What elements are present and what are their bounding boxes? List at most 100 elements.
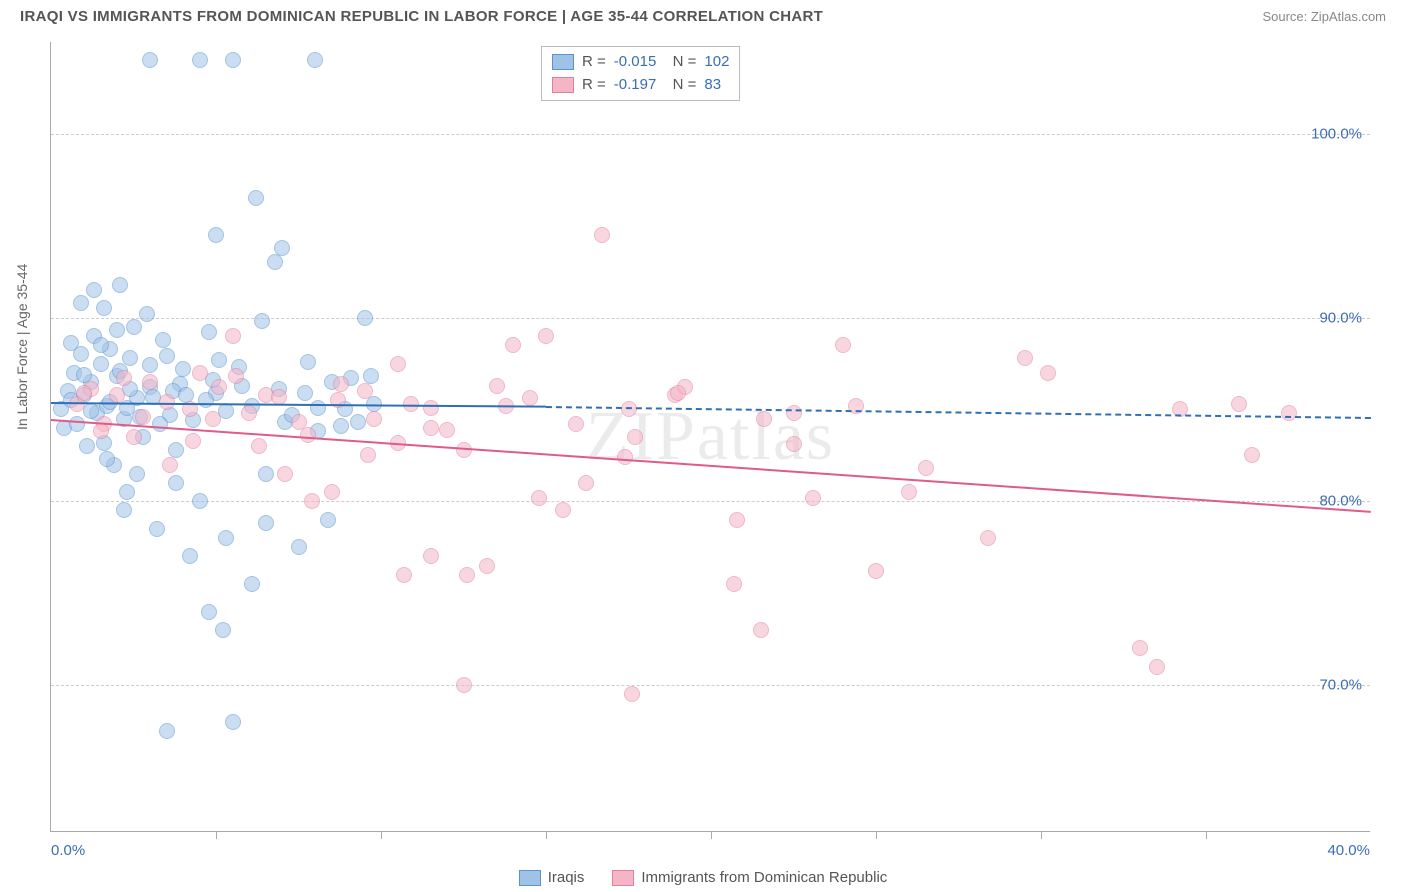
data-point <box>182 548 198 564</box>
gridline <box>51 318 1370 319</box>
data-point <box>624 686 640 702</box>
data-point <box>258 466 274 482</box>
series-legend: Iraqis Immigrants from Dominican Republi… <box>0 869 1406 886</box>
data-point <box>192 493 208 509</box>
data-point <box>93 337 109 353</box>
data-point <box>267 254 283 270</box>
data-point <box>96 300 112 316</box>
data-point <box>786 405 802 421</box>
data-point <box>126 429 142 445</box>
data-point <box>390 356 406 372</box>
data-point <box>439 422 455 438</box>
data-point <box>159 348 175 364</box>
data-point <box>93 423 109 439</box>
data-point <box>324 484 340 500</box>
data-point <box>310 400 326 416</box>
data-point <box>208 227 224 243</box>
data-point <box>135 409 151 425</box>
data-point <box>1281 405 1297 421</box>
data-point <box>307 52 323 68</box>
data-point <box>753 622 769 638</box>
data-point <box>225 52 241 68</box>
data-point <box>192 365 208 381</box>
legend-item-dominican: Immigrants from Dominican Republic <box>612 869 887 886</box>
x-tick <box>1206 831 1207 839</box>
data-point <box>86 282 102 298</box>
data-point <box>531 490 547 506</box>
data-point <box>168 475 184 491</box>
trend-line <box>546 406 1371 419</box>
data-point <box>320 512 336 528</box>
data-point <box>248 190 264 206</box>
data-point <box>1244 447 1260 463</box>
data-point <box>185 433 201 449</box>
data-point <box>333 376 349 392</box>
data-point <box>274 240 290 256</box>
data-point <box>211 352 227 368</box>
gridline <box>51 501 1370 502</box>
data-point <box>271 389 287 405</box>
data-point <box>868 563 884 579</box>
data-point <box>670 385 686 401</box>
data-point <box>291 539 307 555</box>
data-point <box>119 484 135 500</box>
data-point <box>241 405 257 421</box>
data-point <box>505 337 521 353</box>
swatch-iraqis-icon <box>519 870 541 886</box>
data-point <box>805 490 821 506</box>
data-point <box>192 52 208 68</box>
data-point <box>215 622 231 638</box>
x-tick-label: 0.0% <box>51 842 85 859</box>
source-label: Source: ZipAtlas.com <box>1262 9 1386 24</box>
data-point <box>1149 659 1165 675</box>
gridline <box>51 134 1370 135</box>
data-point <box>363 368 379 384</box>
data-point <box>297 385 313 401</box>
data-point <box>901 484 917 500</box>
data-point <box>423 400 439 416</box>
x-tick <box>216 831 217 839</box>
data-point <box>251 438 267 454</box>
data-point <box>350 414 366 430</box>
data-point <box>116 370 132 386</box>
data-point <box>489 378 505 394</box>
data-point <box>201 324 217 340</box>
data-point <box>1040 365 1056 381</box>
y-tick-label: 90.0% <box>1319 309 1362 326</box>
swatch-dominican <box>552 77 574 93</box>
data-point <box>300 354 316 370</box>
data-point <box>300 427 316 443</box>
data-point <box>277 466 293 482</box>
swatch-dominican-icon <box>612 870 634 886</box>
data-point <box>168 442 184 458</box>
data-point <box>129 466 145 482</box>
data-point <box>1017 350 1033 366</box>
data-point <box>159 723 175 739</box>
data-point <box>149 521 165 537</box>
data-point <box>201 604 217 620</box>
data-point <box>175 361 191 377</box>
data-point <box>109 322 125 338</box>
data-point <box>109 387 125 403</box>
y-axis-label: In Labor Force | Age 35-44 <box>14 264 30 430</box>
legend-row-dominican: R = -0.197 N = 83 <box>552 74 729 97</box>
data-point <box>198 392 214 408</box>
data-point <box>116 502 132 518</box>
data-point <box>139 306 155 322</box>
data-point <box>211 379 227 395</box>
data-point <box>142 52 158 68</box>
gridline <box>51 685 1370 686</box>
data-point <box>578 475 594 491</box>
data-point <box>162 457 178 473</box>
data-point <box>357 383 373 399</box>
data-point <box>142 357 158 373</box>
chart-title: IRAQI VS IMMIGRANTS FROM DOMINICAN REPUB… <box>20 8 823 25</box>
data-point <box>63 335 79 351</box>
trend-line <box>51 419 1371 513</box>
data-point <box>621 401 637 417</box>
data-point <box>459 567 475 583</box>
data-point <box>142 374 158 390</box>
data-point <box>726 576 742 592</box>
data-point <box>396 567 412 583</box>
correlation-legend: R = -0.015 N = 102 R = -0.197 N = 83 <box>541 46 740 101</box>
